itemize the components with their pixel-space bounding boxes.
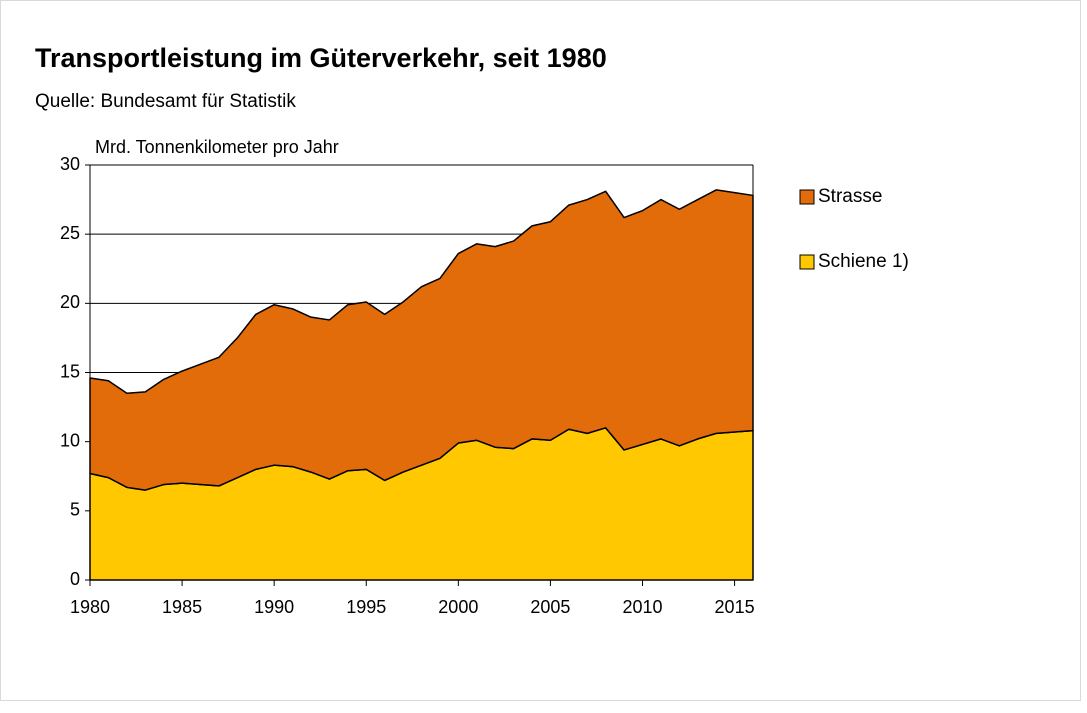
y-axis-label: Mrd. Tonnenkilometer pro Jahr — [95, 137, 339, 157]
x-tick-label: 1990 — [254, 597, 294, 617]
x-tick-label: 1980 — [70, 597, 110, 617]
y-tick-label: 20 — [60, 292, 80, 312]
x-tick-label: 2000 — [438, 597, 478, 617]
x-tick-label: 2005 — [530, 597, 570, 617]
x-tick-label: 2010 — [622, 597, 662, 617]
x-tick-label: 1995 — [346, 597, 386, 617]
legend-swatch — [799, 189, 815, 205]
y-tick-label: 5 — [70, 500, 80, 520]
x-tick-label: 2015 — [715, 597, 755, 617]
y-tick-label: 0 — [70, 569, 80, 589]
chart-subtitle: Quelle: Bundesamt für Statistik — [35, 91, 296, 112]
x-tick-label: 1985 — [162, 597, 202, 617]
y-tick-label: 30 — [60, 154, 80, 174]
y-tick-label: 15 — [60, 361, 80, 381]
y-tick-label: 10 — [60, 430, 80, 450]
y-tick-label: 25 — [60, 223, 80, 243]
legend-label: Schiene 1) — [818, 251, 909, 272]
chart-title: Transportleistung im Güterverkehr, seit … — [35, 43, 607, 73]
legend-swatch — [799, 254, 815, 270]
legend-label: Strasse — [818, 186, 882, 207]
